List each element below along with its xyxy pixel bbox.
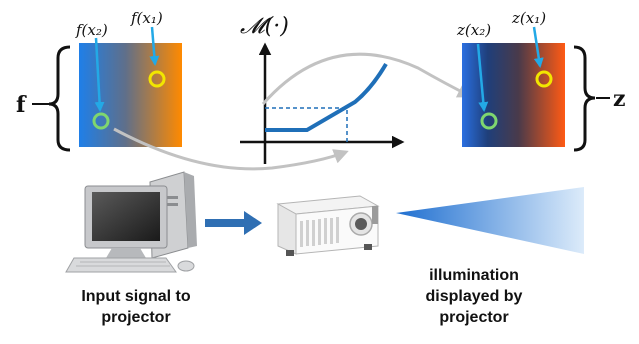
label-z-x1: z(x₁): [511, 9, 546, 27]
marker-x2-output: [480, 112, 498, 130]
marker-x1-input: [148, 70, 166, 88]
output-map: z(x₂) z(x₁) z: [456, 9, 626, 152]
transfer-function-plot: 𝓜(·): [113, 14, 473, 171]
output-map-symbol: z: [613, 86, 626, 112]
signal-arrow: [205, 211, 262, 235]
input-map-symbol: f: [16, 92, 27, 118]
pointer-x1-output: [532, 26, 544, 68]
transfer-function-label: 𝓜(·): [240, 14, 289, 39]
arrow-x2-mapping: [113, 127, 349, 171]
output-gradient-map: [462, 43, 565, 147]
input-gradient-map: [79, 43, 182, 147]
pointer-x2-output: [476, 43, 489, 112]
label-f-x1: f(x₁): [130, 9, 163, 27]
output-brace: [573, 45, 596, 152]
projector-icon: [276, 195, 380, 256]
arrow-x1-mapping: [261, 52, 473, 105]
mapping-curve: [265, 62, 388, 132]
label-z-x2: z(x₂): [456, 21, 491, 39]
light-beam-icon: [396, 187, 584, 254]
input-brace: [48, 45, 71, 152]
marker-x1-output: [535, 70, 553, 88]
pointer-x1-input: [149, 26, 160, 66]
caption-illumination: illumination displayed by projector: [425, 267, 523, 326]
input-map: f f(x₂) f(x₁): [16, 9, 182, 152]
caption-input-signal: Input signal to projector: [81, 288, 191, 326]
pointer-x2-input: [94, 37, 105, 112]
marker-x2-input: [92, 112, 110, 130]
computer-icon: [65, 171, 197, 273]
label-f-x2: f(x₂): [75, 21, 108, 39]
